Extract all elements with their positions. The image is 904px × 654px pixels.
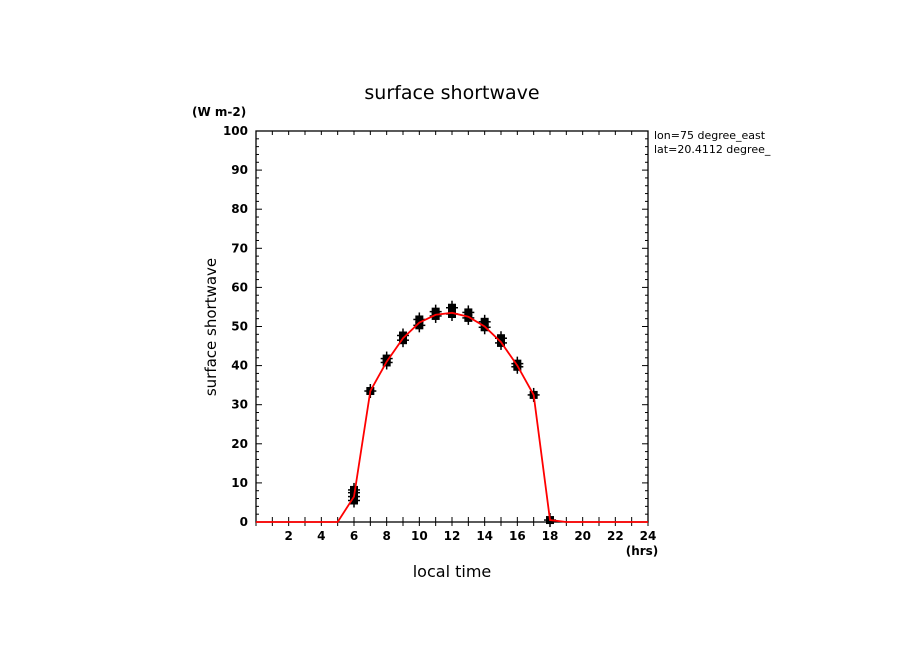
y-tick-label: 40: [231, 359, 248, 373]
x-axis-label: local time: [413, 562, 492, 581]
x-tick-label: 14: [476, 529, 493, 543]
x-tick-label: 24: [640, 529, 657, 543]
y-tick-label: 90: [231, 163, 248, 177]
y-unit-label: (W m-2): [192, 105, 246, 119]
series-line: [256, 311, 648, 523]
x-tick-label: 8: [382, 529, 390, 543]
y-axis-label: surface shortwave: [202, 258, 220, 396]
chart-title: surface shortwave: [364, 82, 539, 104]
x-tick-label: 12: [444, 529, 461, 543]
y-tick-label: 60: [231, 280, 248, 294]
y-tick-label: 10: [231, 476, 248, 490]
x-tick-label: 10: [411, 529, 428, 543]
x-tick-label: 16: [509, 529, 526, 543]
x-tick-label: 22: [607, 529, 624, 543]
y-tick-label: 50: [231, 320, 248, 334]
y-tick-label: 0: [240, 515, 248, 529]
y-tick-label: 70: [231, 241, 248, 255]
plot-frame: [255, 130, 649, 523]
x-tick-label: 6: [350, 529, 358, 543]
y-tick-label: 30: [231, 398, 248, 412]
x-tick-label: 20: [574, 529, 591, 543]
y-tick-label: 80: [231, 202, 248, 216]
lat-annotation: lat=20.4112 degree_: [654, 143, 771, 156]
lon-annotation: lon=75 degree_east: [654, 129, 766, 142]
y-tick-label: 20: [231, 437, 248, 451]
y-tick-label: 100: [223, 124, 248, 138]
x-tick-label: 18: [542, 529, 559, 543]
x-tick-label: 4: [317, 529, 325, 543]
x-unit-label: (hrs): [626, 544, 659, 558]
x-tick-label: 2: [284, 529, 292, 543]
